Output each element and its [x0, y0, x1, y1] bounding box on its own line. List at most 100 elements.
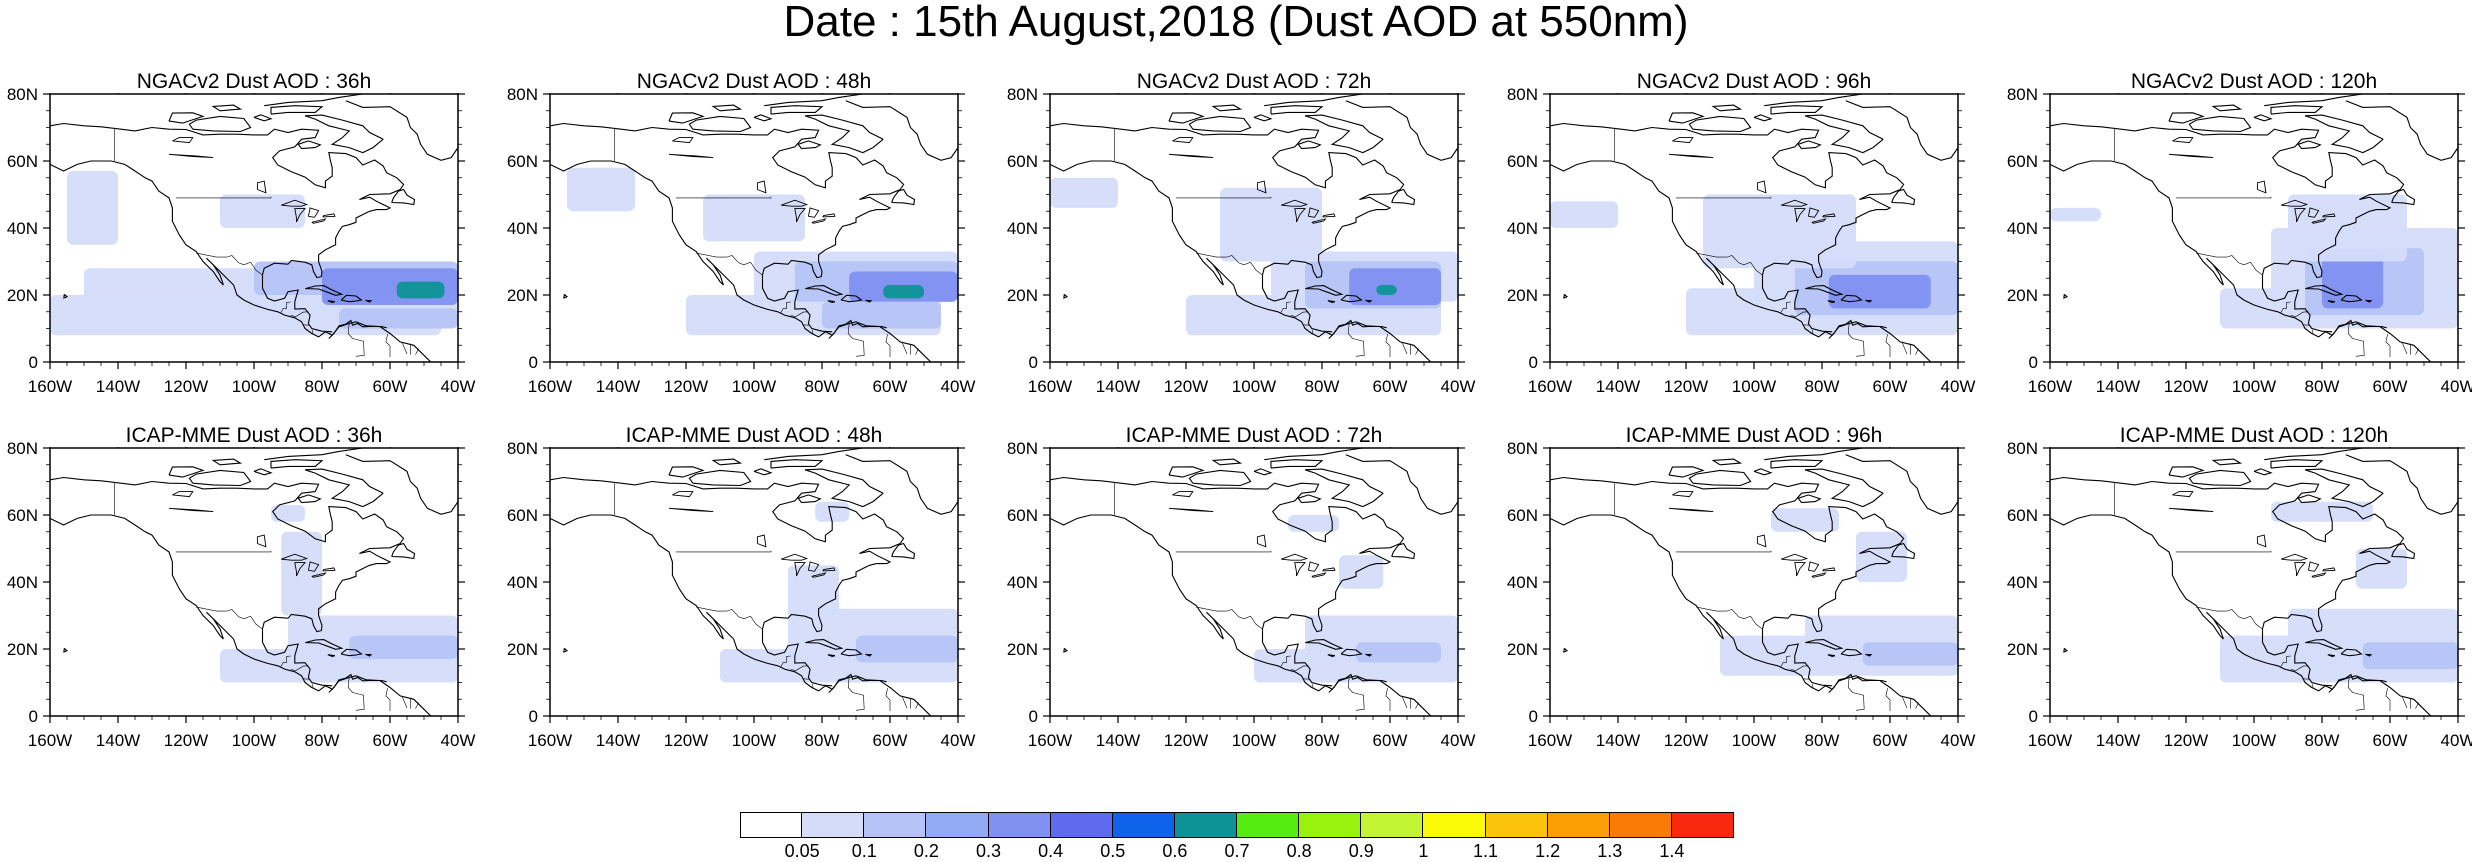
- y-tick-label: 60N: [507, 506, 538, 525]
- x-tick-label: 100W: [2232, 731, 2276, 750]
- x-tick-label: 120W: [164, 377, 208, 396]
- x-tick-label: 140W: [1596, 731, 1640, 750]
- colorbar-swatch: [988, 812, 1051, 838]
- x-tick-label: 40W: [2441, 377, 2472, 396]
- political-border: [1811, 683, 1814, 689]
- lake-outline: [281, 199, 309, 207]
- coastline: [304, 468, 384, 508]
- coastline: [270, 105, 324, 115]
- map-content: [550, 94, 958, 362]
- coastline: [805, 639, 844, 650]
- aod-region: [1376, 284, 1397, 295]
- coastline: [711, 458, 743, 466]
- x-tick-label: 160W: [1528, 731, 1572, 750]
- aod-region: [815, 501, 850, 522]
- coastline: [2391, 188, 2416, 206]
- y-tick-label: 80N: [1007, 439, 1038, 458]
- coastline: [804, 468, 884, 508]
- aod-region: [1771, 508, 1839, 532]
- x-tick-label: 120W: [1664, 731, 1708, 750]
- coastline: [391, 542, 416, 560]
- political-border: [1347, 322, 1365, 357]
- coastline: [1063, 647, 1069, 653]
- political-border: [1780, 655, 1791, 668]
- colorbar-swatch: [1050, 812, 1113, 838]
- colorbar-label: 1: [1418, 841, 1429, 861]
- x-tick-label: 40W: [441, 731, 476, 750]
- political-border: [196, 606, 263, 630]
- colorbar-label: 0.6: [1162, 841, 1188, 861]
- lake-outline: [281, 553, 309, 561]
- coastline: [753, 468, 773, 476]
- map-panel: NGACv2 Dust AOD : 36h 160W 140W 120W 100W 80W…: [7, 70, 476, 398]
- colorbar-swatch: [1174, 812, 1237, 838]
- x-tick-label: 120W: [2164, 377, 2208, 396]
- coastline: [1550, 160, 1932, 362]
- y-tick-label: 20N: [1007, 286, 1038, 305]
- coastline: [1668, 466, 1705, 478]
- political-border: [811, 683, 814, 689]
- x-tick-label: 60W: [373, 377, 408, 396]
- colorbar-swatch: [1671, 812, 1734, 838]
- coastline: [2365, 653, 2373, 657]
- political-border: [196, 252, 263, 276]
- coastline: [304, 114, 384, 154]
- lake-outline: [781, 199, 809, 207]
- map-plot: 160W 140W 120W 100W 80W 60W 40W 0 20N 40N 60N 80N: [2007, 439, 2472, 750]
- map-content: [2050, 448, 2458, 716]
- coastline: [1770, 459, 1824, 469]
- lake-outline: [1672, 137, 1694, 144]
- lake-outline: [2307, 207, 2320, 218]
- coastline: [1327, 654, 1336, 657]
- map-plot: 160W 140W 120W 100W 80W 60W 40W 0 20N 40N 60N 80N: [507, 85, 976, 396]
- x-tick-label: 120W: [664, 731, 708, 750]
- aod-region: [2271, 501, 2373, 522]
- coastline: [1264, 94, 1363, 107]
- map-content: [1550, 448, 1958, 716]
- political-border: [1385, 688, 1391, 711]
- lake-outline: [1822, 213, 1836, 218]
- coastline: [1550, 514, 1932, 716]
- x-tick-label: 40W: [441, 377, 476, 396]
- y-tick-label: 80N: [507, 439, 538, 458]
- coastline: [391, 188, 416, 206]
- coastline: [2050, 476, 2405, 687]
- y-tick-label: 0: [29, 353, 38, 372]
- political-border: [1415, 348, 1419, 355]
- lake-outline: [1307, 207, 1320, 218]
- political-border: [1915, 702, 1919, 709]
- x-tick-label: 120W: [164, 731, 208, 750]
- coastline: [563, 293, 569, 299]
- map-plot: 160W 140W 120W 100W 80W 60W 40W 0 20N 40N 60N 80N: [1007, 85, 1476, 396]
- political-border: [2311, 683, 2314, 689]
- coastline: [2270, 105, 2324, 115]
- lake-outline: [1294, 208, 1306, 223]
- map-plot: 160W 140W 120W 100W 80W 60W 40W 0 20N 40N 60N 80N: [1007, 439, 1476, 750]
- coastline: [1328, 673, 1387, 693]
- map-content: [550, 448, 958, 716]
- coastline: [1328, 319, 1387, 339]
- lake-outline: [1672, 491, 1694, 498]
- political-border: [675, 550, 772, 553]
- coastline: [305, 639, 344, 650]
- political-border: [2175, 196, 2272, 199]
- coastline: [827, 654, 836, 657]
- lake-outline: [1322, 213, 1336, 218]
- political-border: [329, 332, 332, 336]
- lake-outline: [781, 553, 809, 561]
- coastline: [1327, 300, 1336, 303]
- map-panel: ICAP-MME Dust AOD : 120h 160W 140W 120W 100W…: [2007, 424, 2472, 752]
- political-border: [885, 334, 891, 357]
- x-tick-label: 40W: [2441, 731, 2472, 750]
- main-title: Date : 15th August,2018 (Dust AOD at 550…: [783, 0, 1689, 46]
- coastline: [1797, 494, 1822, 504]
- political-border: [2347, 676, 2365, 711]
- political-border: [1885, 688, 1891, 711]
- coastline: [2253, 468, 2273, 476]
- coastline: [770, 105, 824, 115]
- coastline: [1845, 94, 1958, 161]
- lake-outline: [2172, 137, 2194, 144]
- colorbar-label: 1.4: [1659, 841, 1685, 861]
- x-tick-label: 120W: [1664, 377, 1708, 396]
- lake-outline: [256, 180, 267, 194]
